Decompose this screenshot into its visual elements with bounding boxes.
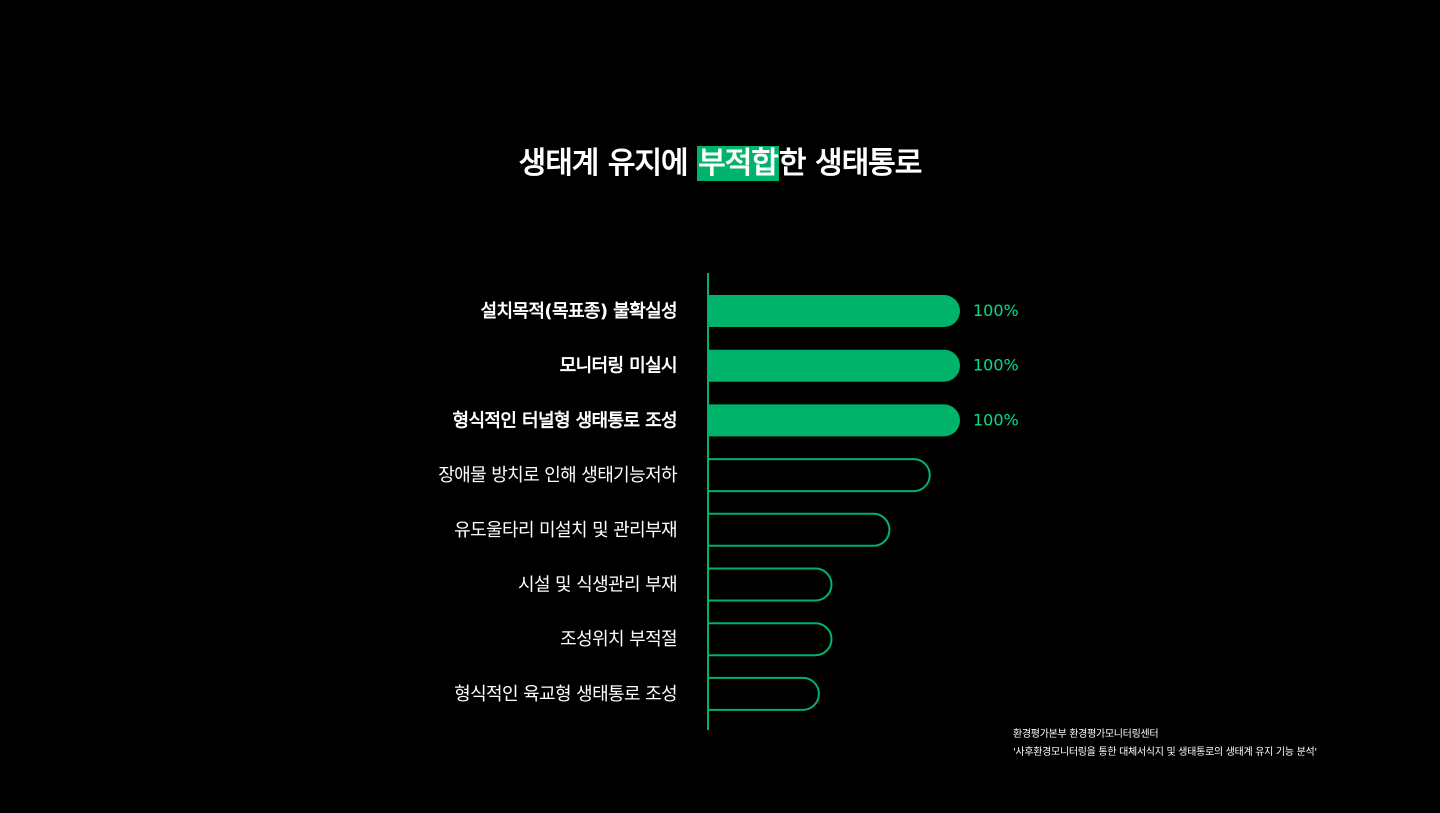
chart-title-highlight: 부적합 [697,146,779,181]
category-label: 형식적인 터널형 생태통로 조성 [453,410,677,431]
category-label: 시설 및 식생관리 부재 [518,575,677,596]
bar [708,676,820,711]
category-label: 장애물 방치로 인해 생태기능저하 [438,465,678,486]
bar [708,622,833,657]
source-report-title: '사후환경모니터링을 통한 대체서식지 및 생태통로의 생태계 유지 기능 분석… [1013,747,1317,758]
bar-value-label: 100% [973,301,1019,320]
bar [708,458,931,493]
chart-title-suffix: 한 생태통로 [778,146,922,181]
bar [708,567,833,602]
bar-value-label: 100% [973,356,1019,375]
bar-value-label: 100% [973,410,1019,429]
bar [708,295,960,327]
source-citation: 환경평가본부 환경평가모니터링센터 '사후환경모니터링을 통한 대체서식지 및 … [1013,726,1317,762]
chart-title: 생태계 유지에 부적합한 생태통로 [0,144,1440,184]
bar [708,404,960,437]
category-label: 형식적인 육교형 생태통로 조성 [454,684,677,705]
category-label: 유도울타리 미설치 및 관리부재 [454,520,677,541]
source-organization: 환경평가본부 환경평가모니터링센터 [1013,729,1159,740]
bar [708,512,891,547]
category-label: 설치목적(목표종) 불확실성 [481,301,677,322]
bar [708,349,960,382]
category-label: 조성위치 부적절 [560,629,677,650]
chart-title-prefix: 생태계 유지에 [518,146,698,181]
category-label: 모니터링 미실시 [560,356,677,377]
